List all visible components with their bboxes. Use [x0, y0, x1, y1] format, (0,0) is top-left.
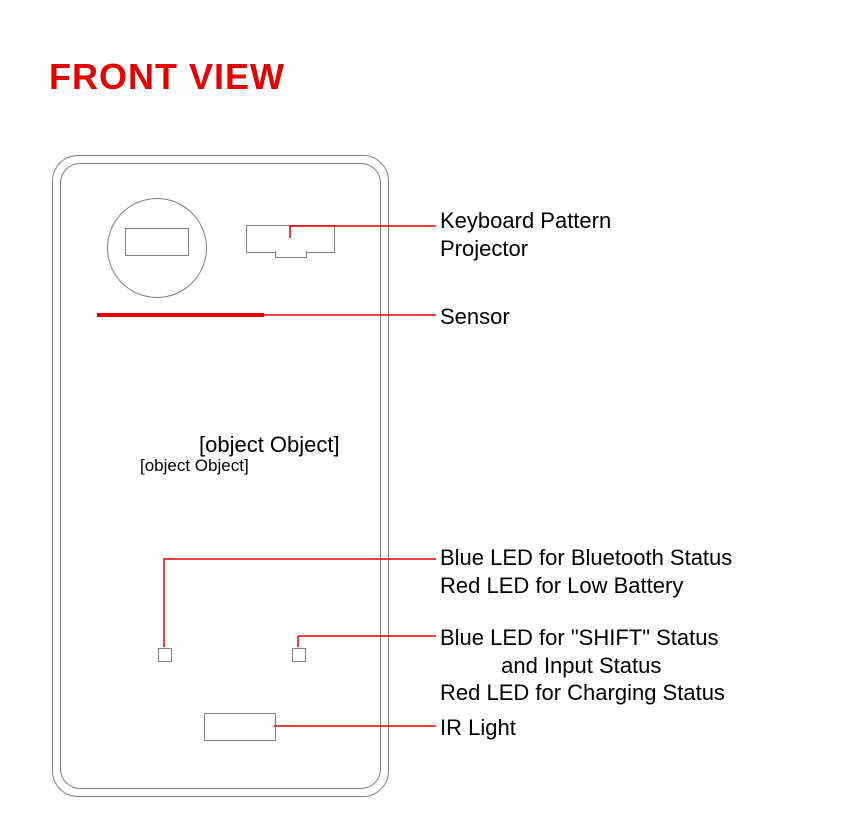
label-projector-line1: Keyboard Pattern: [440, 208, 611, 233]
product-label-laser: [object Object]: [199, 432, 340, 458]
label-led-bt-line1: Blue LED for Bluetooth Status: [440, 545, 732, 570]
product-label-subtitle: [object Object]: [140, 456, 249, 476]
label-led-shift-line1: Blue LED for "SHIFT" Status: [440, 625, 719, 650]
sensor-laser-line: [97, 313, 264, 317]
label-led-bt-line2: Red LED for Low Battery: [440, 573, 683, 598]
ir-light-window: [204, 713, 276, 741]
led-bluetooth-battery: [158, 648, 172, 662]
projector-slot-tab: [275, 251, 307, 258]
label-ir-light: IR Light: [440, 714, 516, 742]
led-shift-charging: [292, 648, 306, 662]
label-led-shift-line2-prefix: [440, 653, 501, 678]
diagram-title: FRONT VIEW: [49, 56, 285, 98]
label-projector: Keyboard Pattern Projector: [440, 207, 611, 262]
sensor-lens-window: [125, 228, 189, 256]
label-ir-line1: IR Light: [440, 715, 516, 740]
label-led-shift-line2: and Input Status: [501, 653, 661, 678]
label-led-shift-line3: Red LED for Charging Status: [440, 680, 725, 705]
label-led-shift: Blue LED for "SHIFT" Status and Input St…: [440, 624, 725, 707]
label-sensor: Sensor: [440, 303, 510, 331]
label-sensor-line1: Sensor: [440, 304, 510, 329]
label-led-bluetooth: Blue LED for Bluetooth Status Red LED fo…: [440, 544, 732, 599]
label-projector-line2: Projector: [440, 236, 528, 261]
projector-slot: [246, 225, 335, 253]
